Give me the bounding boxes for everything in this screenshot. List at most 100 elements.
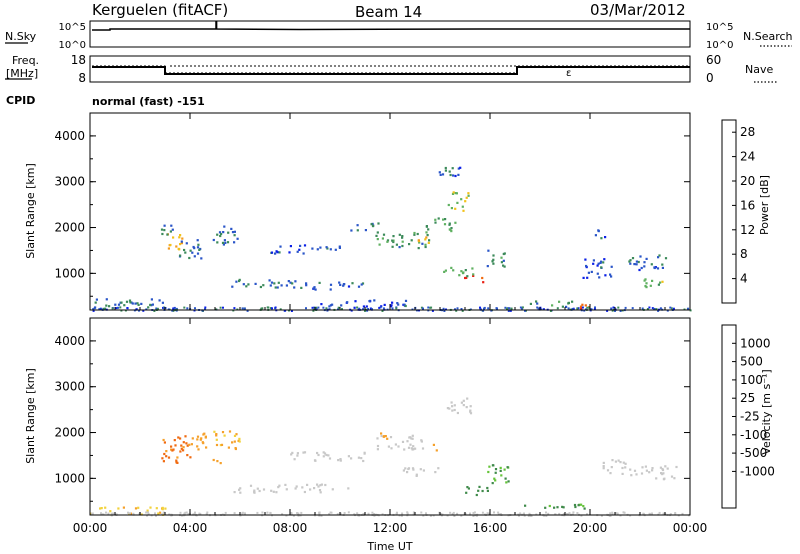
data-cell [413,231,416,235]
ground-scatter-cell [205,512,208,515]
ground-scatter-cell [580,514,583,517]
data-cell [161,457,164,460]
ground-scatter-cell [145,308,148,311]
ground-scatter-cell [102,513,105,516]
data-cell [347,487,350,490]
data-cell [465,406,468,409]
power-plot-background [90,113,690,310]
data-cell [567,301,570,304]
data-cell [114,303,117,306]
data-cell [291,451,294,454]
data-cell [444,166,447,170]
ground-scatter-cell [545,511,547,514]
data-cell [319,491,322,494]
ground-scatter-cell [371,511,374,514]
ground-scatter-cell [128,512,131,515]
data-cell [233,230,236,233]
data-cell [407,467,411,470]
ground-scatter-cell [429,514,432,517]
ground-scatter-cell [593,308,596,311]
data-cell [186,444,189,447]
data-cell [287,280,290,283]
data-cell [398,233,401,236]
data-cell [303,244,307,247]
data-cell [277,281,280,284]
ground-scatter-cell [583,309,586,312]
data-cell [161,301,164,304]
ground-scatter-cell [537,307,540,310]
data-cell [407,446,411,449]
data-cell [228,430,232,433]
ground-scatter-cell [92,309,95,312]
data-cell [296,452,299,455]
ground-scatter-cell [581,306,584,309]
data-cell [577,504,580,507]
data-cell [487,470,490,474]
data-cell [587,271,590,274]
ground-scatter-cell [451,512,454,515]
data-cell [402,469,405,472]
data-cell [582,276,585,279]
data-cell [395,243,398,246]
ground-scatter-cell [261,307,264,310]
ground-scatter-cell [616,512,619,515]
beam-title: Beam 14 [355,3,422,21]
data-cell [596,272,599,275]
data-cell [586,276,589,279]
ground-scatter-cell [586,513,588,516]
data-cell [425,236,428,239]
data-cell [580,307,583,310]
ground-scatter-cell [362,308,365,311]
ground-scatter-cell [406,511,409,514]
colorbar-tick-label: 1000 [740,336,771,350]
data-cell [603,258,606,261]
data-cell [411,448,414,451]
data-cell [136,302,139,305]
ground-scatter-cell [430,306,433,309]
data-cell [590,270,593,273]
data-cell [452,269,455,272]
data-cell [170,224,173,227]
ground-scatter-cell [493,511,495,514]
data-cell [597,230,600,233]
data-cell [653,266,656,269]
ground-scatter-cell [659,307,662,310]
data-cell [606,469,610,472]
ground-scatter-cell [305,307,307,310]
data-cell [635,473,638,476]
ground-scatter-cell [651,307,654,310]
data-cell [424,245,427,249]
data-cell [438,171,441,174]
data-cell [295,485,298,488]
data-cell [599,261,602,264]
data-cell [453,404,456,407]
ground-scatter-cell [313,306,316,309]
ground-scatter-cell [615,512,618,515]
data-cell [466,275,469,278]
data-cell [434,221,437,224]
data-cell [378,243,381,246]
ground-scatter-cell [246,309,249,312]
data-cell [486,265,489,268]
ground-scatter-cell [364,309,366,312]
data-cell [318,489,322,492]
data-cell [551,304,554,307]
ground-scatter-cell [486,512,489,515]
data-cell [356,229,359,232]
ground-scatter-cell [171,309,174,312]
ground-scatter-cell [622,511,625,514]
data-cell [419,468,422,471]
data-cell [412,468,415,471]
data-cell [659,281,662,284]
ground-scatter-cell [542,308,545,311]
data-cell [239,491,242,494]
ground-scatter-cell [469,512,471,515]
data-cell [390,447,393,450]
x-tick-label: 04:00 [173,521,208,535]
ground-scatter-cell [510,307,513,310]
data-cell [162,438,165,442]
data-cell [294,280,297,283]
data-cell [524,504,527,507]
data-cell [322,455,325,458]
